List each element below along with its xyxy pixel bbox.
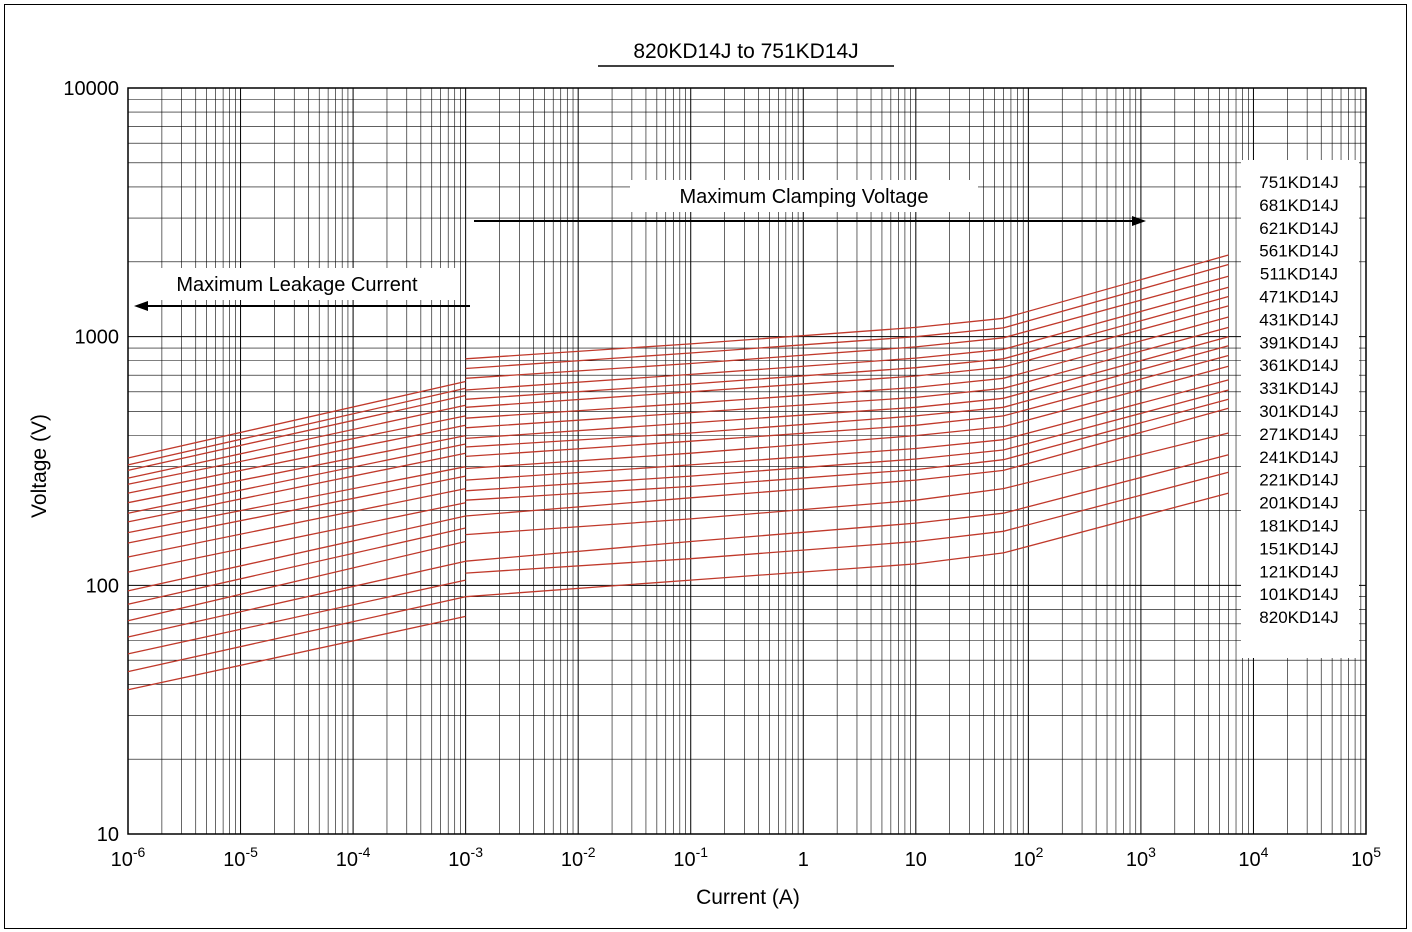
leakage-curve-621KD14J	[127, 394, 466, 472]
legend-label-221KD14J: 221KD14J	[1259, 471, 1338, 490]
leakage-curve-331KD14J	[127, 466, 466, 534]
legend-label-331KD14J: 331KD14J	[1259, 379, 1338, 398]
x-tick-labels: 10-6 10-5 10-4 10-3 10-2 10-1 1 10 102 103 104 105	[111, 844, 1382, 871]
leakage-curve-431KD14J	[127, 434, 466, 504]
x-tick-label: 10-5	[223, 844, 258, 871]
x-tick-label: 10	[905, 849, 927, 871]
leakage-curve-391KD14J	[127, 443, 466, 514]
legend-label-181KD14J: 181KD14J	[1259, 517, 1338, 536]
clamping-curve-561KD14J	[465, 286, 1229, 391]
clamping-curve-511KD14J	[465, 295, 1229, 400]
x-tick-label: 10-1	[673, 844, 708, 871]
clamping-curve-271KD14J	[465, 365, 1229, 470]
leakage-curve-241KD14J	[127, 502, 466, 573]
legend-label-751KD14J: 751KD14J	[1259, 173, 1338, 192]
clamping-curve-681KD14J	[465, 263, 1229, 370]
x-tick-label: 102	[1013, 844, 1043, 871]
legend-label-271KD14J: 271KD14J	[1259, 425, 1338, 444]
legend-label-391KD14J: 391KD14J	[1259, 333, 1338, 352]
x-tick-label: 10-2	[561, 844, 596, 871]
legend-label-511KD14J: 511KD14J	[1260, 265, 1338, 284]
leakage-curve-151KD14J	[127, 560, 466, 638]
y-tick-label: 100	[86, 575, 119, 597]
x-tick-label: 10-6	[111, 844, 146, 871]
clamping-curve-331KD14J	[465, 345, 1229, 448]
leakage-curve-561KD14J	[127, 404, 466, 479]
x-tick-label: 10-3	[448, 844, 483, 871]
legend-label-681KD14J: 681KD14J	[1259, 196, 1338, 215]
clamping-curve-181KD14J	[465, 407, 1229, 517]
x-axis-label: Current (A)	[696, 886, 800, 909]
curves	[127, 254, 1229, 691]
x-tick-label: 10-4	[336, 844, 371, 871]
clamping-curve-151KD14J	[465, 432, 1229, 536]
leakage-curve-820KD14J	[127, 615, 466, 691]
clamping-curve-391KD14J	[465, 326, 1229, 429]
clamping-label-bg	[630, 180, 978, 212]
legend-label-561KD14J: 561KD14J	[1259, 242, 1338, 261]
legend-label-361KD14J: 361KD14J	[1259, 356, 1338, 375]
clamping-voltage-label: Maximum Clamping Voltage	[680, 186, 929, 208]
plot-border	[127, 87, 1367, 835]
leakage-curve-511KD14J	[127, 415, 466, 485]
leakage-curve-681KD14J	[127, 387, 466, 466]
legend-box	[1241, 160, 1359, 658]
leakage-current-label: Maximum Leakage Current	[176, 274, 418, 296]
clamping-curve-621KD14J	[465, 275, 1229, 379]
legend-label-471KD14J: 471KD14J	[1259, 288, 1338, 307]
y-tick-label: 1000	[75, 327, 120, 349]
y-tick-labels: 10 100 1000 10000	[63, 78, 119, 846]
legend-label-121KD14J: 121KD14J	[1259, 562, 1338, 581]
clamping-curve-201KD14J	[465, 398, 1229, 501]
legend-label-301KD14J: 301KD14J	[1259, 402, 1338, 421]
leakage-curve-221KD14J	[127, 515, 466, 592]
clamping-curve-121KD14J	[465, 454, 1229, 562]
leakage-curve-101KD14J	[127, 596, 466, 673]
clamping-arrow-head	[1132, 216, 1146, 226]
legend-label-241KD14J: 241KD14J	[1259, 448, 1338, 467]
leakage-curve-271KD14J	[127, 487, 466, 558]
y-axis-label: Voltage (V)	[28, 414, 51, 518]
clamping-curve-820KD14J	[465, 492, 1229, 598]
leakage-curve-201KD14J	[127, 527, 466, 605]
legend-label-201KD14J: 201KD14J	[1259, 494, 1338, 513]
clamping-curve-101KD14J	[465, 471, 1229, 574]
chart-title: 820KD14J to 751KD14J	[633, 40, 858, 63]
leakage-curve-301KD14J	[127, 475, 466, 544]
y-tick-label: 10	[97, 824, 119, 846]
leakage-curve-121KD14J	[127, 579, 466, 655]
clamping-curve-431KD14J	[465, 316, 1229, 419]
x-tick-label: 1	[798, 849, 809, 871]
clamping-curve-751KD14J	[465, 254, 1229, 360]
clamping-curve-361KD14J	[465, 336, 1229, 440]
x-tick-label: 105	[1351, 844, 1381, 871]
clamping-curve-241KD14J	[465, 379, 1229, 481]
legend: 751KD14J 681KD14J 621KD14J 561KD14J 511KD14J…	[1259, 173, 1338, 627]
leakage-arrow-head	[134, 301, 148, 311]
x-tick-label: 103	[1126, 844, 1156, 871]
legend-label-101KD14J: 101KD14J	[1259, 585, 1338, 604]
leakage-curve-181KD14J	[127, 540, 466, 622]
clamping-curve-471KD14J	[465, 305, 1229, 408]
leakage-label-bg	[142, 268, 456, 300]
legend-label-151KD14J: 151KD14J	[1259, 539, 1338, 558]
leakage-curve-751KD14J	[127, 380, 466, 459]
legend-label-820KD14J: 820KD14J	[1259, 608, 1338, 627]
clamping-curve-301KD14J	[465, 354, 1229, 458]
x-tick-label: 104	[1238, 844, 1268, 871]
clamping-curve-221KD14J	[465, 389, 1229, 492]
y-tick-label: 10000	[63, 78, 119, 100]
legend-label-621KD14J: 621KD14J	[1259, 219, 1338, 238]
leakage-curve-361KD14J	[127, 452, 466, 523]
legend-label-431KD14J: 431KD14J	[1259, 310, 1338, 329]
leakage-curve-471KD14J	[127, 424, 466, 494]
